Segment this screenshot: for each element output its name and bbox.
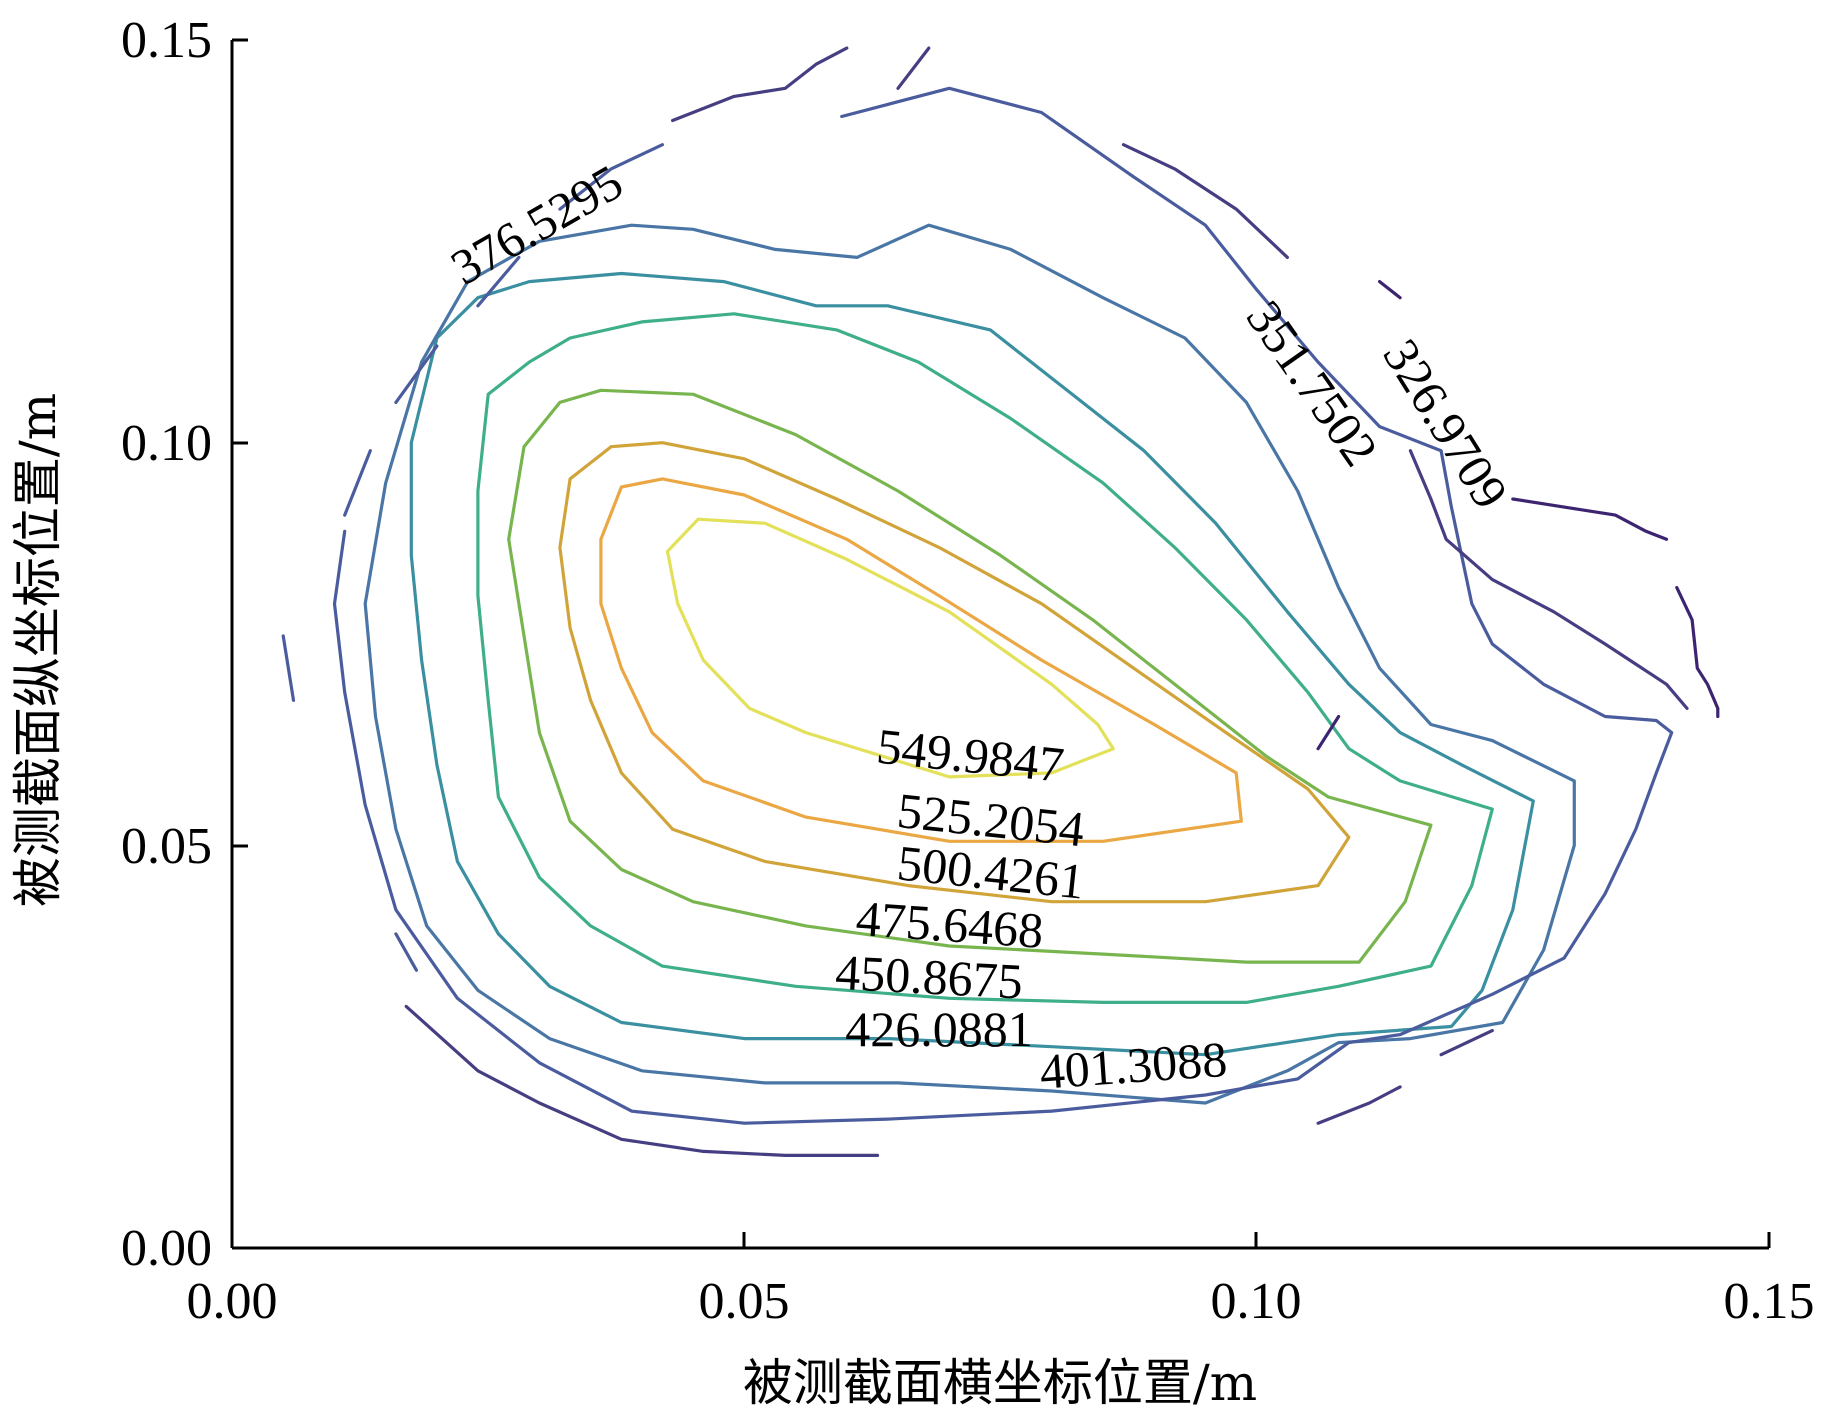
contour-line-8-seg-3	[1408, 449, 1689, 710]
contour-line-6	[363, 223, 1576, 1105]
contour-label-7: 450.8675	[834, 944, 1024, 1010]
y-tick-label-2: 0.10	[121, 415, 212, 472]
contour-line-8	[671, 46, 849, 123]
y-tick-label-3: 0.15	[121, 12, 212, 69]
contour-label-8: 426.0881	[845, 1001, 1033, 1057]
x-tick-label-3: 0.15	[1724, 1273, 1815, 1330]
contour-line-8-seg-5	[1439, 1029, 1494, 1057]
contour-line-8-seg-2	[1121, 143, 1289, 259]
contour-line-4	[476, 312, 1494, 1004]
x-tick-label-2: 0.10	[1211, 1273, 1302, 1330]
contour-label-9: 401.3088	[1038, 1031, 1229, 1100]
x-tick-label-1: 0.05	[699, 1273, 790, 1330]
contour-line-7-seg-5	[394, 932, 418, 972]
contour-line-8-seg-1	[896, 46, 931, 90]
contour-line-7-seg-3	[558, 143, 664, 211]
contour-line-8-seg-4	[1316, 1085, 1402, 1125]
x-axis-title: 被测截面横坐标位置/m	[743, 1354, 1257, 1412]
y-tick-label-1: 0.05	[121, 818, 212, 875]
contour-line-5	[409, 271, 1535, 1057]
contour-line-2	[558, 441, 1351, 904]
contour-line-7-seg-0	[343, 449, 372, 517]
contour-lines	[281, 46, 1720, 1157]
x-tick-label-0: 0.00	[187, 1273, 278, 1330]
y-tick-label-0: 0.00	[121, 1220, 212, 1277]
contour-line-7	[281, 634, 296, 702]
axes: 0.00 0.05 0.10 0.15 0.00 0.05 0.10 0.15 …	[9, 12, 1815, 1412]
contour-label-2: 326.9709	[1372, 329, 1519, 518]
y-axis-title: 被测截面纵坐标位置/m	[9, 393, 67, 907]
contour-line-7-seg-4	[332, 86, 1674, 1125]
contour-line-8-seg-0	[404, 1004, 880, 1157]
contour-line-9-seg-1	[1511, 497, 1669, 541]
contour-line-7-seg-2	[476, 255, 521, 308]
contour-line-0	[665, 517, 1115, 779]
contour-line-3	[507, 388, 1433, 964]
contour-line-7-seg-1	[394, 344, 439, 404]
contour-line-9-seg-2	[1675, 586, 1720, 719]
contour-label-6: 475.6468	[854, 890, 1045, 959]
contour-line-9	[1316, 714, 1341, 751]
contour-line-9-seg-0	[1378, 280, 1402, 300]
contour-label-1: 351.7502	[1236, 290, 1389, 476]
contour-line-1	[599, 477, 1243, 843]
